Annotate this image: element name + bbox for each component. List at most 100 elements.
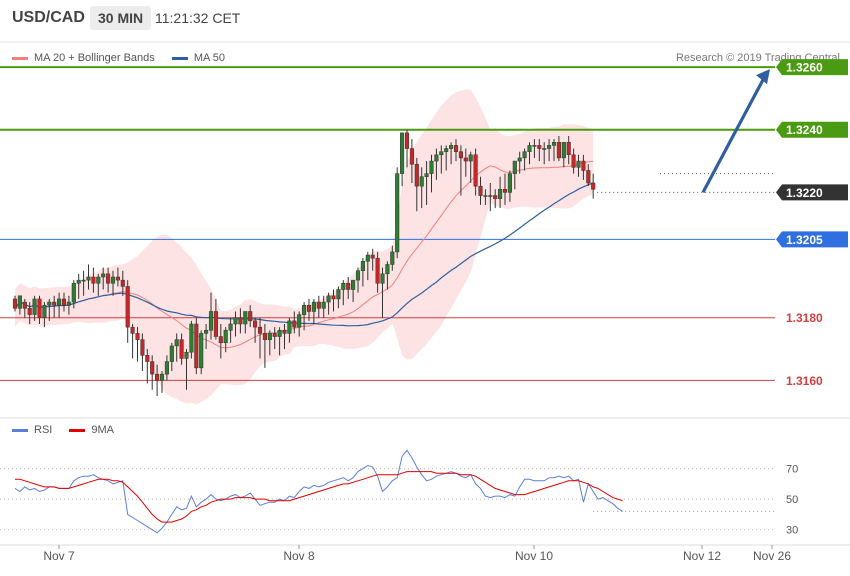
chart-header: USD/CAD 30 MIN 11:21:32 CET: [0, 0, 850, 36]
candle-body: [262, 333, 267, 340]
rsi-line: [14, 449, 623, 534]
rsi-tick-label: 70: [786, 464, 798, 476]
legend-item-9ma: 9MA: [69, 424, 114, 436]
candle-body: [159, 373, 165, 381]
candle-body: [287, 320, 292, 334]
candle-body: [164, 361, 169, 375]
legend-label-ma50: MA 50: [193, 52, 226, 64]
legend-label-9ma: 9MA: [91, 424, 115, 436]
legend-item-rsi: RSI: [12, 424, 52, 436]
candle-body: [155, 373, 160, 381]
candle-body: [385, 264, 390, 275]
candle-body: [586, 170, 591, 184]
bollinger-band-fill: [15, 89, 594, 405]
candle-body: [419, 176, 424, 187]
price-label-layer: 1.3260 1.3240 1.3220 1.3205 1.3180 1.3160: [776, 59, 848, 388]
candle-body: [532, 145, 537, 147]
candle-body: [150, 361, 155, 375]
x-tick-label: Nov 12: [683, 549, 721, 563]
candle-body: [453, 145, 459, 152]
candle-body: [223, 330, 228, 344]
price-tag-text: 1.3240: [786, 123, 823, 137]
legend-swatch-ma50: [171, 56, 188, 60]
candle-body: [576, 160, 581, 168]
legend-swatch-9ma: [69, 428, 86, 432]
candle-body: [120, 279, 125, 287]
legend-item-ma20: MA 20 + Bollinger Bands: [12, 52, 155, 64]
candle-body: [561, 142, 566, 159]
candle-body: [32, 298, 37, 315]
candle-body: [468, 154, 473, 162]
candle-body: [12, 298, 18, 309]
target-arrow-head: [756, 69, 770, 85]
candle-body: [439, 151, 444, 156]
candle-body: [517, 157, 522, 162]
candle-body: [135, 333, 140, 340]
candle-body: [91, 276, 96, 284]
candle-body: [355, 270, 361, 281]
candle-body: [380, 273, 385, 284]
candle-body: [253, 320, 258, 328]
x-tick-label: Nov 10: [515, 549, 553, 563]
candle-body: [81, 279, 86, 282]
candle-body: [429, 160, 434, 174]
rsi-tick-label: 30: [786, 525, 798, 537]
candle-body: [233, 317, 238, 325]
price-tag-1-3260: 1.3260: [776, 59, 848, 76]
candle-body: [581, 160, 586, 171]
symbol-label: USD/CAD: [12, 9, 85, 26]
candle-body: [306, 304, 312, 312]
candle-body: [189, 323, 194, 353]
legend-label-ma20: MA 20 + Bollinger Bands: [34, 52, 155, 64]
candle-body: [483, 195, 488, 197]
price-tag-background: [776, 121, 848, 138]
candle-body: [375, 257, 380, 284]
candle-body: [502, 189, 508, 193]
candle-body: [302, 304, 307, 315]
candle-body: [507, 173, 512, 193]
candle-body: [106, 273, 111, 284]
candle-body: [292, 320, 297, 328]
candle-body: [22, 301, 27, 309]
candle-body: [238, 317, 243, 325]
price-tag-1-3205: 1.3205: [776, 231, 848, 248]
candle-body: [527, 145, 532, 152]
candle-body: [571, 154, 576, 168]
candle-body: [272, 333, 277, 337]
candle-body: [414, 163, 419, 187]
candle-body: [86, 276, 91, 281]
candle-body: [213, 311, 218, 337]
target-arrow-shaft: [701, 75, 767, 194]
candle-body: [434, 154, 439, 162]
candle-body: [341, 283, 346, 290]
price-tag-background: [776, 59, 848, 76]
legend-swatch-rsi: [12, 428, 28, 432]
candle-body: [551, 142, 557, 146]
candle-body: [61, 298, 67, 306]
candle-body: [42, 304, 47, 318]
candle-body: [297, 314, 302, 328]
candle-body: [101, 273, 106, 278]
candle-body: [257, 326, 263, 334]
candle-body: [125, 286, 130, 328]
x-tick-label: Nov 8: [283, 549, 315, 563]
x-axis: Nov 7 Nov 8 Nov 10 Nov 12 Nov 26: [43, 545, 791, 563]
candle-body: [179, 339, 184, 359]
candle-body: [52, 301, 57, 306]
candle-body: [409, 148, 414, 165]
price-tag-text: 1.3260: [786, 61, 823, 75]
price-tag-text: 1.3180: [786, 311, 823, 325]
candle-body: [336, 289, 341, 300]
candle-body: [96, 276, 101, 284]
candle-body: [404, 132, 410, 149]
x-tick-label: Nov 7: [43, 549, 75, 563]
time-label: 11:21:32 CET: [155, 10, 241, 26]
price-level-layer: [0, 66, 775, 381]
candle-body: [424, 173, 429, 177]
timeframe-badge[interactable]: 30 MIN: [90, 6, 152, 30]
candle-body: [463, 157, 468, 162]
candle-body: [390, 251, 395, 265]
x-tick-label: Nov 26: [753, 549, 791, 563]
price-tag-background: [776, 231, 848, 248]
